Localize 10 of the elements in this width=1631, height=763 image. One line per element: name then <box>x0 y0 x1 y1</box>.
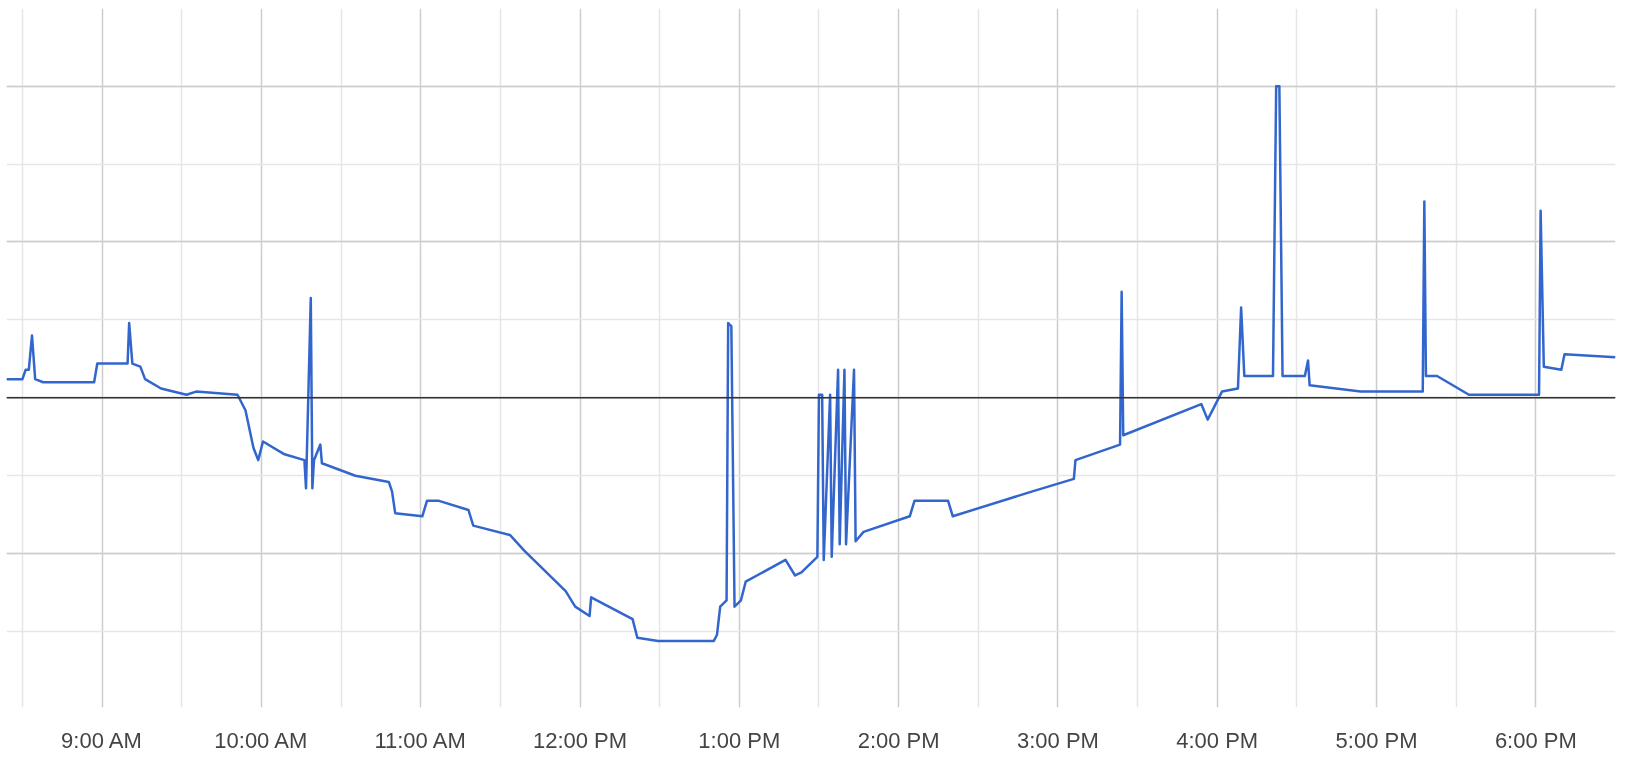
x-tick-label: 4:00 PM <box>1176 727 1259 753</box>
x-tick-label: 11:00 AM <box>374 727 466 753</box>
x-tick-label: 2:00 PM <box>857 727 940 753</box>
x-tick-label: 9:00 AM <box>61 727 142 753</box>
x-tick-label: 1:00 PM <box>698 727 781 753</box>
x-tick-label: 6:00 PM <box>1494 727 1577 753</box>
x-tick-label: 10:00 AM <box>214 727 308 753</box>
x-tick-label: 3:00 PM <box>1016 727 1099 753</box>
x-tick-label: 12:00 PM <box>532 727 628 753</box>
x-tick-label: 5:00 PM <box>1335 727 1418 753</box>
